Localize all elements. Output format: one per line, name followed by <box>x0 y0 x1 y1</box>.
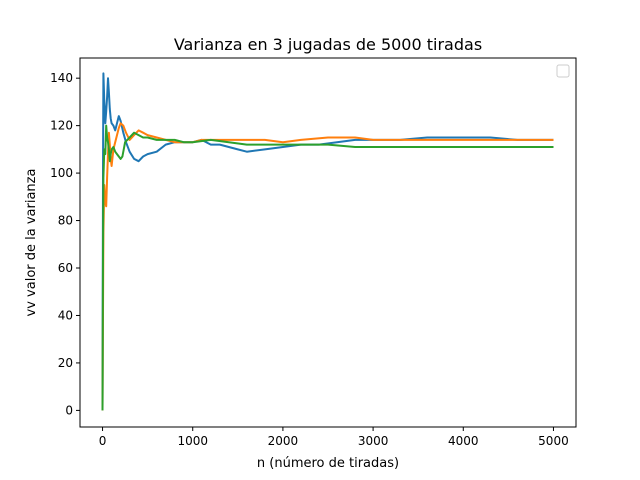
y-tick-label: 120 <box>50 119 73 133</box>
y-tick-label: 100 <box>50 166 73 180</box>
y-axis-label: vv valor de la varianza <box>24 169 39 317</box>
y-tick-label: 140 <box>50 71 73 85</box>
series-line-3 <box>101 124 554 411</box>
tick-layer: 0 1000 2000 3000 4000 5000 0 20 40 60 80 100 120 140 <box>50 71 569 448</box>
series-layer <box>101 72 554 411</box>
x-tick-label: 3000 <box>358 434 389 448</box>
chart-title: Varianza en 3 jugadas de 5000 tiradas <box>174 35 482 54</box>
y-tick-label: 20 <box>58 356 73 370</box>
x-tick-label: 5000 <box>538 434 569 448</box>
y-tick-label: 0 <box>65 403 73 417</box>
legend-box <box>556 64 570 78</box>
plot-frame <box>79 57 577 428</box>
series-line-1 <box>101 72 554 411</box>
x-axis-label: n (número de tiradas) <box>257 456 399 471</box>
y-tick-label: 60 <box>58 261 73 275</box>
x-tick-label: 2000 <box>268 434 299 448</box>
y-tick-label: 80 <box>58 214 73 228</box>
x-tick-label: 1000 <box>177 434 208 448</box>
x-tick-label: 0 <box>99 434 107 448</box>
y-tick-label: 40 <box>58 308 73 322</box>
series-line-2 <box>101 122 554 411</box>
x-tick-label: 4000 <box>448 434 479 448</box>
